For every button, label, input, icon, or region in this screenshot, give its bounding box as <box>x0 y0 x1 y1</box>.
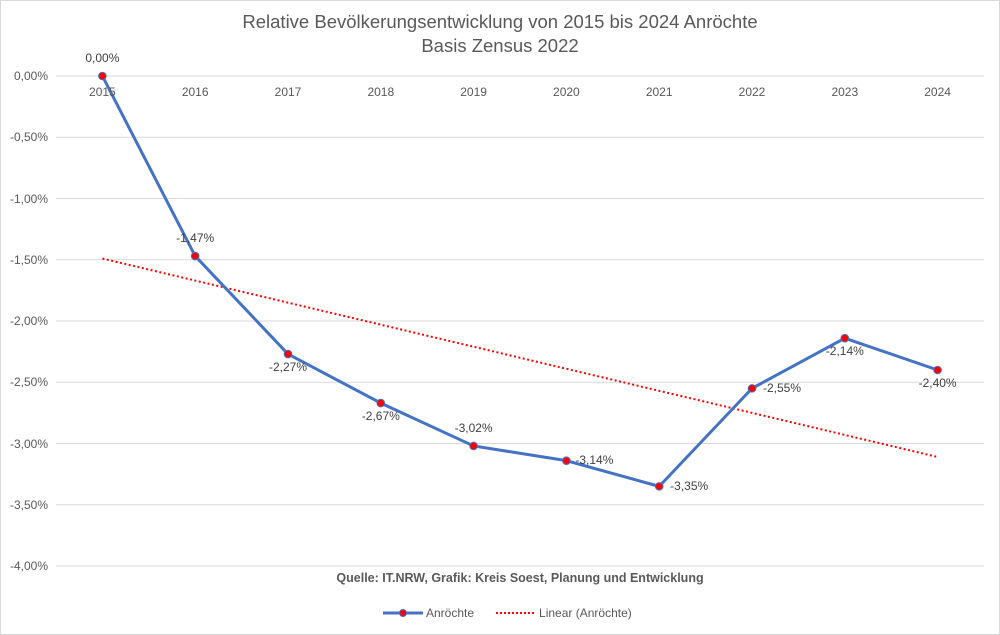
trendline <box>102 257 938 458</box>
legend-dotted-line-icon <box>496 612 537 614</box>
data-label: -2,40% <box>918 376 957 390</box>
y-tick-label: -0,50% <box>9 130 48 145</box>
legend-label-series: Anröchte <box>426 606 475 620</box>
x-tick-label: 2016 <box>181 85 209 99</box>
y-tick-label: -3,50% <box>9 497 48 512</box>
data-point-marker <box>283 349 293 359</box>
y-tick-label: 0,00% <box>13 69 48 83</box>
x-tick-label: 2022 <box>738 85 766 99</box>
x-tick-label: 2015 <box>89 85 116 99</box>
data-point-marker <box>98 71 107 81</box>
data-label: -2,55% <box>762 381 802 396</box>
data-label: -2,67% <box>361 409 400 424</box>
x-tick-label: 2024 <box>924 85 951 99</box>
data-point-marker <box>376 398 386 408</box>
chart-subtitle: Basis Zensus 2022 <box>421 35 579 56</box>
x-tick-label: 2018 <box>367 85 395 99</box>
data-label: -2,27% <box>268 360 308 375</box>
data-label: -3,02% <box>454 420 493 435</box>
data-point-marker <box>562 456 571 465</box>
data-point-marker <box>469 441 478 451</box>
data-point-marker <box>654 482 664 491</box>
legend-line-marker-icon <box>383 609 423 617</box>
data-point-marker <box>933 365 942 375</box>
y-tick-label: -1,50% <box>9 252 48 267</box>
y-tick-label: -2,50% <box>9 375 48 390</box>
legend-label-trend: Linear (Anröchte) <box>539 606 632 620</box>
data-label: 0,00% <box>85 51 120 65</box>
data-label: -3,14% <box>575 452 614 467</box>
data-label: -3,35% <box>670 479 709 494</box>
data-label: -1,47% <box>176 231 215 246</box>
legend: Anröchte Linear (Anröchte) <box>383 605 654 621</box>
series-line <box>101 75 939 488</box>
source-note: Quelle: IT.NRW, Grafik: Kreis Soest, Pla… <box>336 571 704 585</box>
y-tick-label: -3,00% <box>9 436 48 451</box>
legend-item-series: Anröchte <box>383 606 474 620</box>
data-point-marker <box>840 333 850 343</box>
data-label: -2,14% <box>825 344 864 359</box>
x-tick-label: 2017 <box>274 85 302 99</box>
x-tick-label: 2019 <box>460 85 487 99</box>
x-tick-label: 2021 <box>645 85 673 99</box>
x-tick-label: 2020 <box>553 85 580 99</box>
y-tick-label: -4,00% <box>9 559 48 573</box>
legend-item-trend: Linear (Anröchte) <box>496 606 632 620</box>
x-tick-label: 2023 <box>831 85 859 99</box>
y-tick-label: -2,00% <box>9 314 48 328</box>
data-point-marker <box>190 251 200 261</box>
y-tick-label: -1,00% <box>9 191 48 206</box>
chart-title: Relative Bevölkerungsentwicklung von 201… <box>242 11 758 32</box>
data-point-marker <box>747 384 757 393</box>
